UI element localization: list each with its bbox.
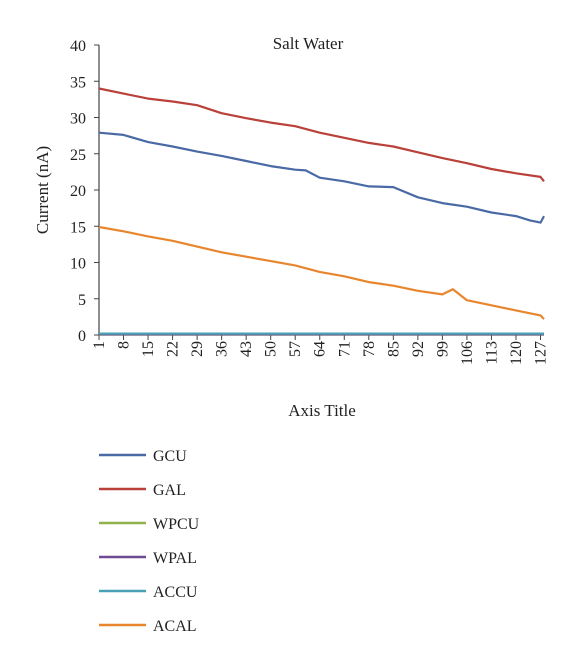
y-tick-label: 40 — [70, 38, 86, 55]
legend-label-wpal: WPAL — [153, 550, 197, 567]
x-tick-label: 64 — [312, 341, 329, 357]
legend-label-gcu: GCU — [153, 448, 187, 465]
x-tick-label: 29 — [189, 341, 206, 357]
x-tick-label: 15 — [140, 341, 157, 357]
y-tick-label: 30 — [70, 111, 86, 128]
x-tick-label: 106 — [459, 341, 476, 365]
y-tick-label: 0 — [78, 328, 86, 345]
y-tick-label: 10 — [70, 256, 86, 273]
x-tick-label: 57 — [287, 341, 304, 357]
x-axis-title: Axis Title — [288, 401, 356, 420]
x-tick-label: 1 — [91, 341, 108, 349]
y-tick-label: 35 — [70, 74, 86, 91]
x-tick-label: 36 — [214, 341, 231, 357]
x-tick-label: 92 — [410, 341, 427, 357]
x-tick-label: 113 — [483, 341, 500, 364]
x-tick-label: 99 — [434, 341, 451, 357]
legend-label-gal: GAL — [153, 482, 186, 499]
series-line-gal — [98, 87, 545, 182]
y-tick-label: 20 — [70, 183, 86, 200]
x-tick-label: 22 — [165, 341, 182, 357]
legend-label-wpcu: WPCU — [153, 516, 200, 533]
y-tick-label: 15 — [70, 219, 86, 236]
legend-label-acal: ACAL — [153, 618, 197, 635]
legend: GCU GAL WPCU WPAL ACCU ACAL — [99, 448, 200, 635]
series-line-gcu — [98, 131, 545, 224]
x-tick-label: 43 — [238, 341, 255, 357]
series-line-acal — [98, 225, 545, 320]
y-tick-label: 25 — [70, 147, 86, 164]
x-tick-label: 78 — [361, 341, 378, 357]
legend-label-accu: ACCU — [153, 584, 198, 601]
y-axis-title: Current (nA) — [33, 146, 52, 234]
chart-title: Salt Water — [273, 34, 344, 53]
x-tick-label: 85 — [385, 341, 402, 357]
plot-area: 0 5 10 15 20 25 30 35 40 1 8 15 22 29 36 43 50 57 64 71 78 85… — [70, 38, 549, 365]
x-tick-label: 8 — [116, 341, 133, 349]
x-tick-label: 127 — [532, 341, 549, 365]
y-tick-label: 5 — [78, 292, 86, 309]
x-tick-label: 50 — [263, 341, 280, 357]
x-tick-label: 120 — [508, 341, 525, 365]
x-tick-label: 71 — [336, 341, 353, 357]
